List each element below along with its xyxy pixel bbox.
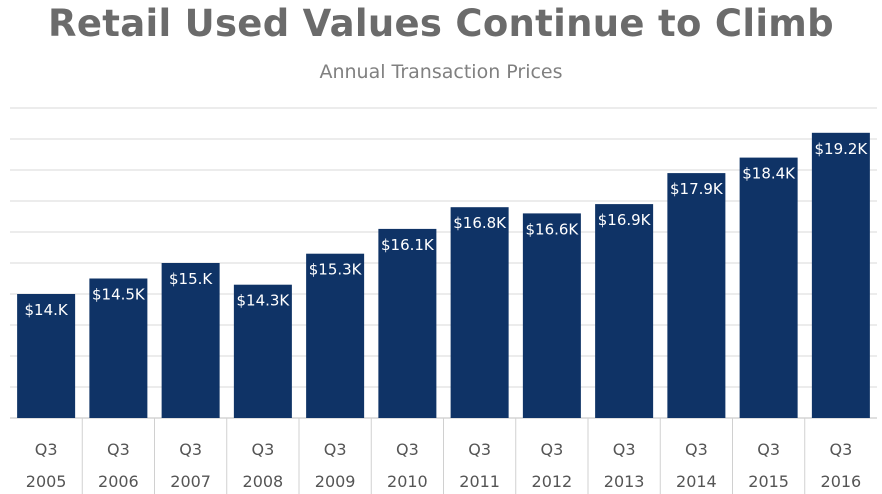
data-label-2009: $15.3K — [309, 261, 363, 279]
bar-2007 — [161, 263, 220, 418]
x-tick-quarter: Q3 — [540, 440, 563, 459]
data-label-2010: $16.1K — [381, 236, 435, 254]
x-tick-year: 2013 — [604, 472, 645, 491]
x-tick-quarter: Q3 — [613, 440, 636, 459]
x-tick-quarter: Q3 — [757, 440, 780, 459]
data-label-2008: $14.3K — [236, 292, 290, 310]
x-tick-year: 2014 — [676, 472, 717, 491]
data-label-2006: $14.5K — [92, 286, 146, 304]
x-tick-quarter: Q3 — [685, 440, 708, 459]
x-tick-year: 2011 — [459, 472, 500, 491]
bar-2015 — [739, 157, 798, 418]
bar-2005 — [17, 294, 76, 418]
x-tick-year: 2009 — [315, 472, 356, 491]
x-tick-quarter: Q3 — [179, 440, 202, 459]
x-tick-quarter: Q3 — [107, 440, 130, 459]
data-label-2013: $16.9K — [598, 211, 652, 229]
bar-2011 — [450, 207, 509, 418]
chart-title: Retail Used Values Continue to Climb — [48, 2, 834, 45]
x-tick-quarter: Q3 — [396, 440, 419, 459]
data-label-2015: $18.4K — [742, 165, 796, 183]
bar-2012 — [522, 213, 581, 418]
bar-2006 — [89, 278, 148, 418]
bar-2008 — [233, 284, 292, 418]
x-tick-year: 2006 — [98, 472, 139, 491]
x-tick-quarter: Q3 — [468, 440, 491, 459]
data-label-2016: $19.2K — [814, 140, 868, 158]
bar-2013 — [595, 204, 654, 418]
x-tick-quarter: Q3 — [251, 440, 274, 459]
data-label-2012: $16.6K — [525, 220, 579, 238]
x-tick-quarter: Q3 — [35, 440, 58, 459]
bar-2010 — [378, 228, 437, 418]
x-tick-year: 2015 — [748, 472, 789, 491]
data-label-2011: $16.8K — [453, 214, 507, 232]
x-tick-year: 2010 — [387, 472, 428, 491]
x-tick-quarter: Q3 — [829, 440, 852, 459]
bar-2009 — [306, 253, 365, 418]
data-label-2005: $14.K — [25, 301, 69, 319]
x-tick-year: 2012 — [532, 472, 573, 491]
x-tick-year: 2005 — [26, 472, 67, 491]
x-tick-year: 2008 — [243, 472, 284, 491]
data-label-2014: $17.9K — [670, 180, 724, 198]
bar-2016 — [811, 132, 870, 419]
x-tick-year: 2007 — [170, 472, 211, 491]
data-label-2007: $15.K — [169, 270, 213, 288]
x-tick-year: 2016 — [821, 472, 862, 491]
bar-2014 — [667, 173, 726, 418]
x-tick-quarter: Q3 — [324, 440, 347, 459]
chart-subtitle: Annual Transaction Prices — [319, 61, 563, 83]
